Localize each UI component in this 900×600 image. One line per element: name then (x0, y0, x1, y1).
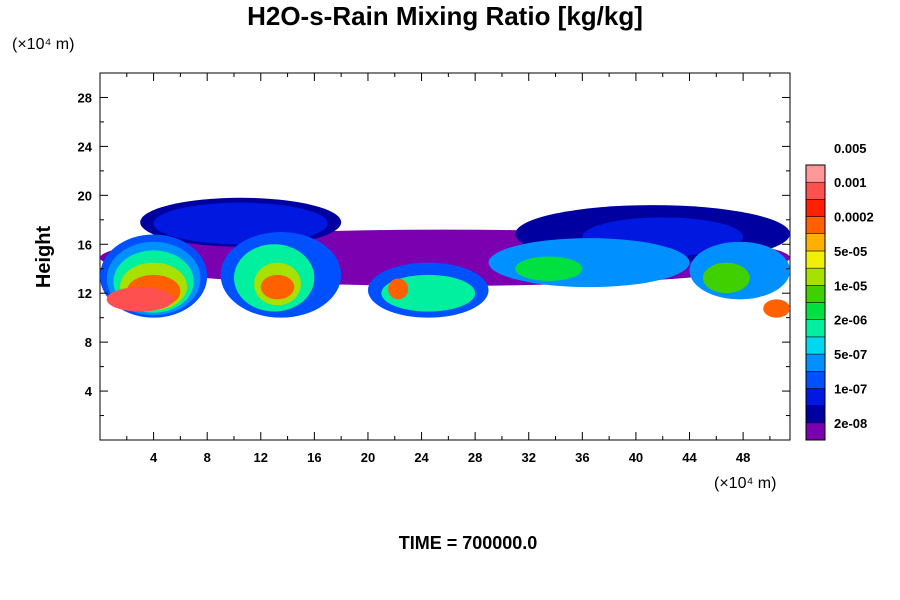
colorbar-swatch (805, 216, 826, 234)
colorbar-label: 2e-06 (834, 313, 867, 328)
colorbar-swatch (805, 267, 826, 286)
chart-title: H2O-s-Rain Mixing Ratio [kg/kg] (247, 1, 643, 31)
colorbar-label: 5e-05 (834, 244, 867, 259)
colorbar-swatch (805, 405, 826, 424)
time-label: TIME = 700000.0 (399, 533, 538, 553)
x-tick-label: 16 (307, 450, 321, 465)
y-tick-label: 24 (78, 139, 93, 154)
colorbar-swatch (805, 302, 826, 320)
cloud-region (702, 262, 750, 294)
cloud-region (763, 299, 790, 318)
x-unit-label: (×10⁴ m) (714, 475, 776, 492)
colorbar-frame (805, 164, 826, 441)
colorbar-swatch (805, 285, 826, 303)
x-tick-label: 4 (150, 450, 158, 465)
colorbar-swatch (805, 336, 826, 355)
x-tick-label: 12 (254, 450, 268, 465)
colorbar-swatch (805, 233, 826, 252)
x-tick-label: 20 (361, 450, 375, 465)
x-tick-label: 48 (736, 450, 750, 465)
colorbar-swatch (805, 371, 826, 389)
colorbar-swatch (805, 422, 826, 441)
x-tick-label: 44 (682, 450, 697, 465)
colorbar-swatch (805, 181, 826, 200)
colorbar-swatch (805, 353, 826, 372)
cloud-region (260, 274, 295, 300)
colorbar-label: 1e-05 (834, 278, 867, 293)
cloud-region (515, 256, 583, 281)
colorbar: 2e-08 1e-07 5e-07 2e-06 1e-05 5e-05 0.0002 0.00… (805, 141, 874, 441)
cloud-region (106, 287, 174, 312)
cloud-region (388, 278, 409, 300)
y-tick-label: 4 (85, 384, 93, 399)
colorbar-label: 0.001 (834, 175, 867, 190)
y-tick-label: 20 (78, 188, 92, 203)
x-tick-label: 36 (575, 450, 589, 465)
colorbar-swatch (805, 199, 826, 217)
y-tick-label: 16 (78, 237, 92, 252)
colorbar-swatch (805, 164, 826, 183)
x-tick-label: 8 (204, 450, 211, 465)
colorbar-label: 5e-07 (834, 347, 867, 362)
x-tick-label: 32 (522, 450, 536, 465)
y-tick-label: 12 (78, 286, 92, 301)
colorbar-swatch (805, 319, 826, 338)
cloud-field (100, 197, 790, 318)
y-unit-label: (×10⁴ m) (12, 36, 74, 53)
colorbar-label: 1e-07 (834, 381, 867, 396)
x-tick-label: 24 (414, 450, 429, 465)
y-axis-label: Height (33, 226, 55, 289)
cloud-region (488, 238, 690, 288)
colorbar-label: 0.0002 (834, 210, 874, 225)
y-tick-label: 8 (85, 335, 92, 350)
colorbar-label: 2e-08 (834, 416, 867, 431)
colorbar-label: 0.005 (834, 141, 867, 156)
x-tick-label: 28 (468, 450, 482, 465)
colorbar-swatch (805, 250, 826, 269)
x-tick-label: 40 (629, 450, 643, 465)
y-tick-label: 28 (78, 90, 92, 105)
colorbar-swatch (805, 388, 826, 406)
